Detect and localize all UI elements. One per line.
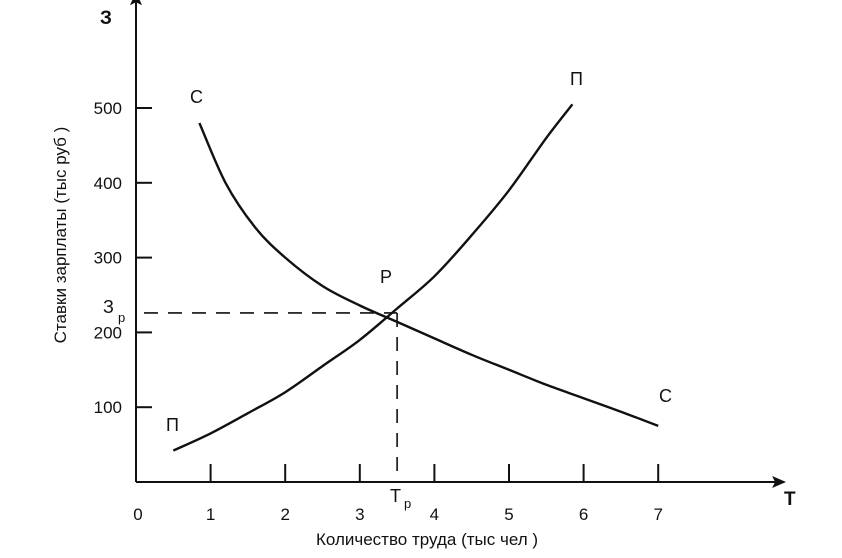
labels: Т З Количество труда (тыс чел ) Ставки з… xyxy=(51,8,796,549)
x-tick-label-2: 2 xyxy=(280,505,289,524)
y-tick-label-200: 200 xyxy=(94,323,122,342)
x-tick-label-1: 1 xyxy=(206,505,215,524)
y-tick-label-400: 400 xyxy=(94,174,122,193)
y-ticks: 100 200 300 400 500 xyxy=(94,99,152,417)
supply-curve-start-label: П xyxy=(166,415,179,435)
equilibrium-labor-symbol: Т xyxy=(390,486,401,506)
equilibrium-labor-label: Т p xyxy=(390,486,411,511)
demand-curve xyxy=(198,122,659,428)
y-tick-label-300: 300 xyxy=(94,249,122,268)
y-axis-title: Ставки зарплаты (тыс руб ) xyxy=(51,127,70,344)
y-tick-label-500: 500 xyxy=(94,99,122,118)
equilibrium-wage-subscript: p xyxy=(118,310,125,325)
equilibrium-labor-subscript: p xyxy=(404,496,411,511)
supply-curve xyxy=(172,103,574,452)
equilibrium-guides xyxy=(144,312,398,482)
axes xyxy=(130,0,787,488)
x-tick-label-3: 3 xyxy=(355,505,364,524)
x-tick-label-4: 4 xyxy=(430,505,439,524)
x-axis-title: Количество труда (тыс чел ) xyxy=(316,530,538,549)
demand-curve-end-label: С xyxy=(659,386,672,406)
curves xyxy=(172,103,659,452)
x-tick-label-5: 5 xyxy=(504,505,513,524)
x-tick-label-6: 6 xyxy=(579,505,588,524)
x-ticks: 0 1 2 3 4 5 6 7 xyxy=(133,464,663,524)
supply-curve-end-label: П xyxy=(570,69,583,89)
y-axis-symbol: З xyxy=(100,8,112,29)
y-tick-label-100: 100 xyxy=(94,398,122,417)
x-tick-label-0: 0 xyxy=(133,505,142,524)
equilibrium-wage-symbol: З xyxy=(103,297,114,317)
demand-curve-start-label: С xyxy=(190,87,203,107)
equilibrium-wage-label: З p xyxy=(103,297,125,325)
x-axis-symbol: Т xyxy=(784,489,796,510)
x-tick-label-7: 7 xyxy=(653,505,662,524)
equilibrium-point-label: P xyxy=(380,267,392,287)
